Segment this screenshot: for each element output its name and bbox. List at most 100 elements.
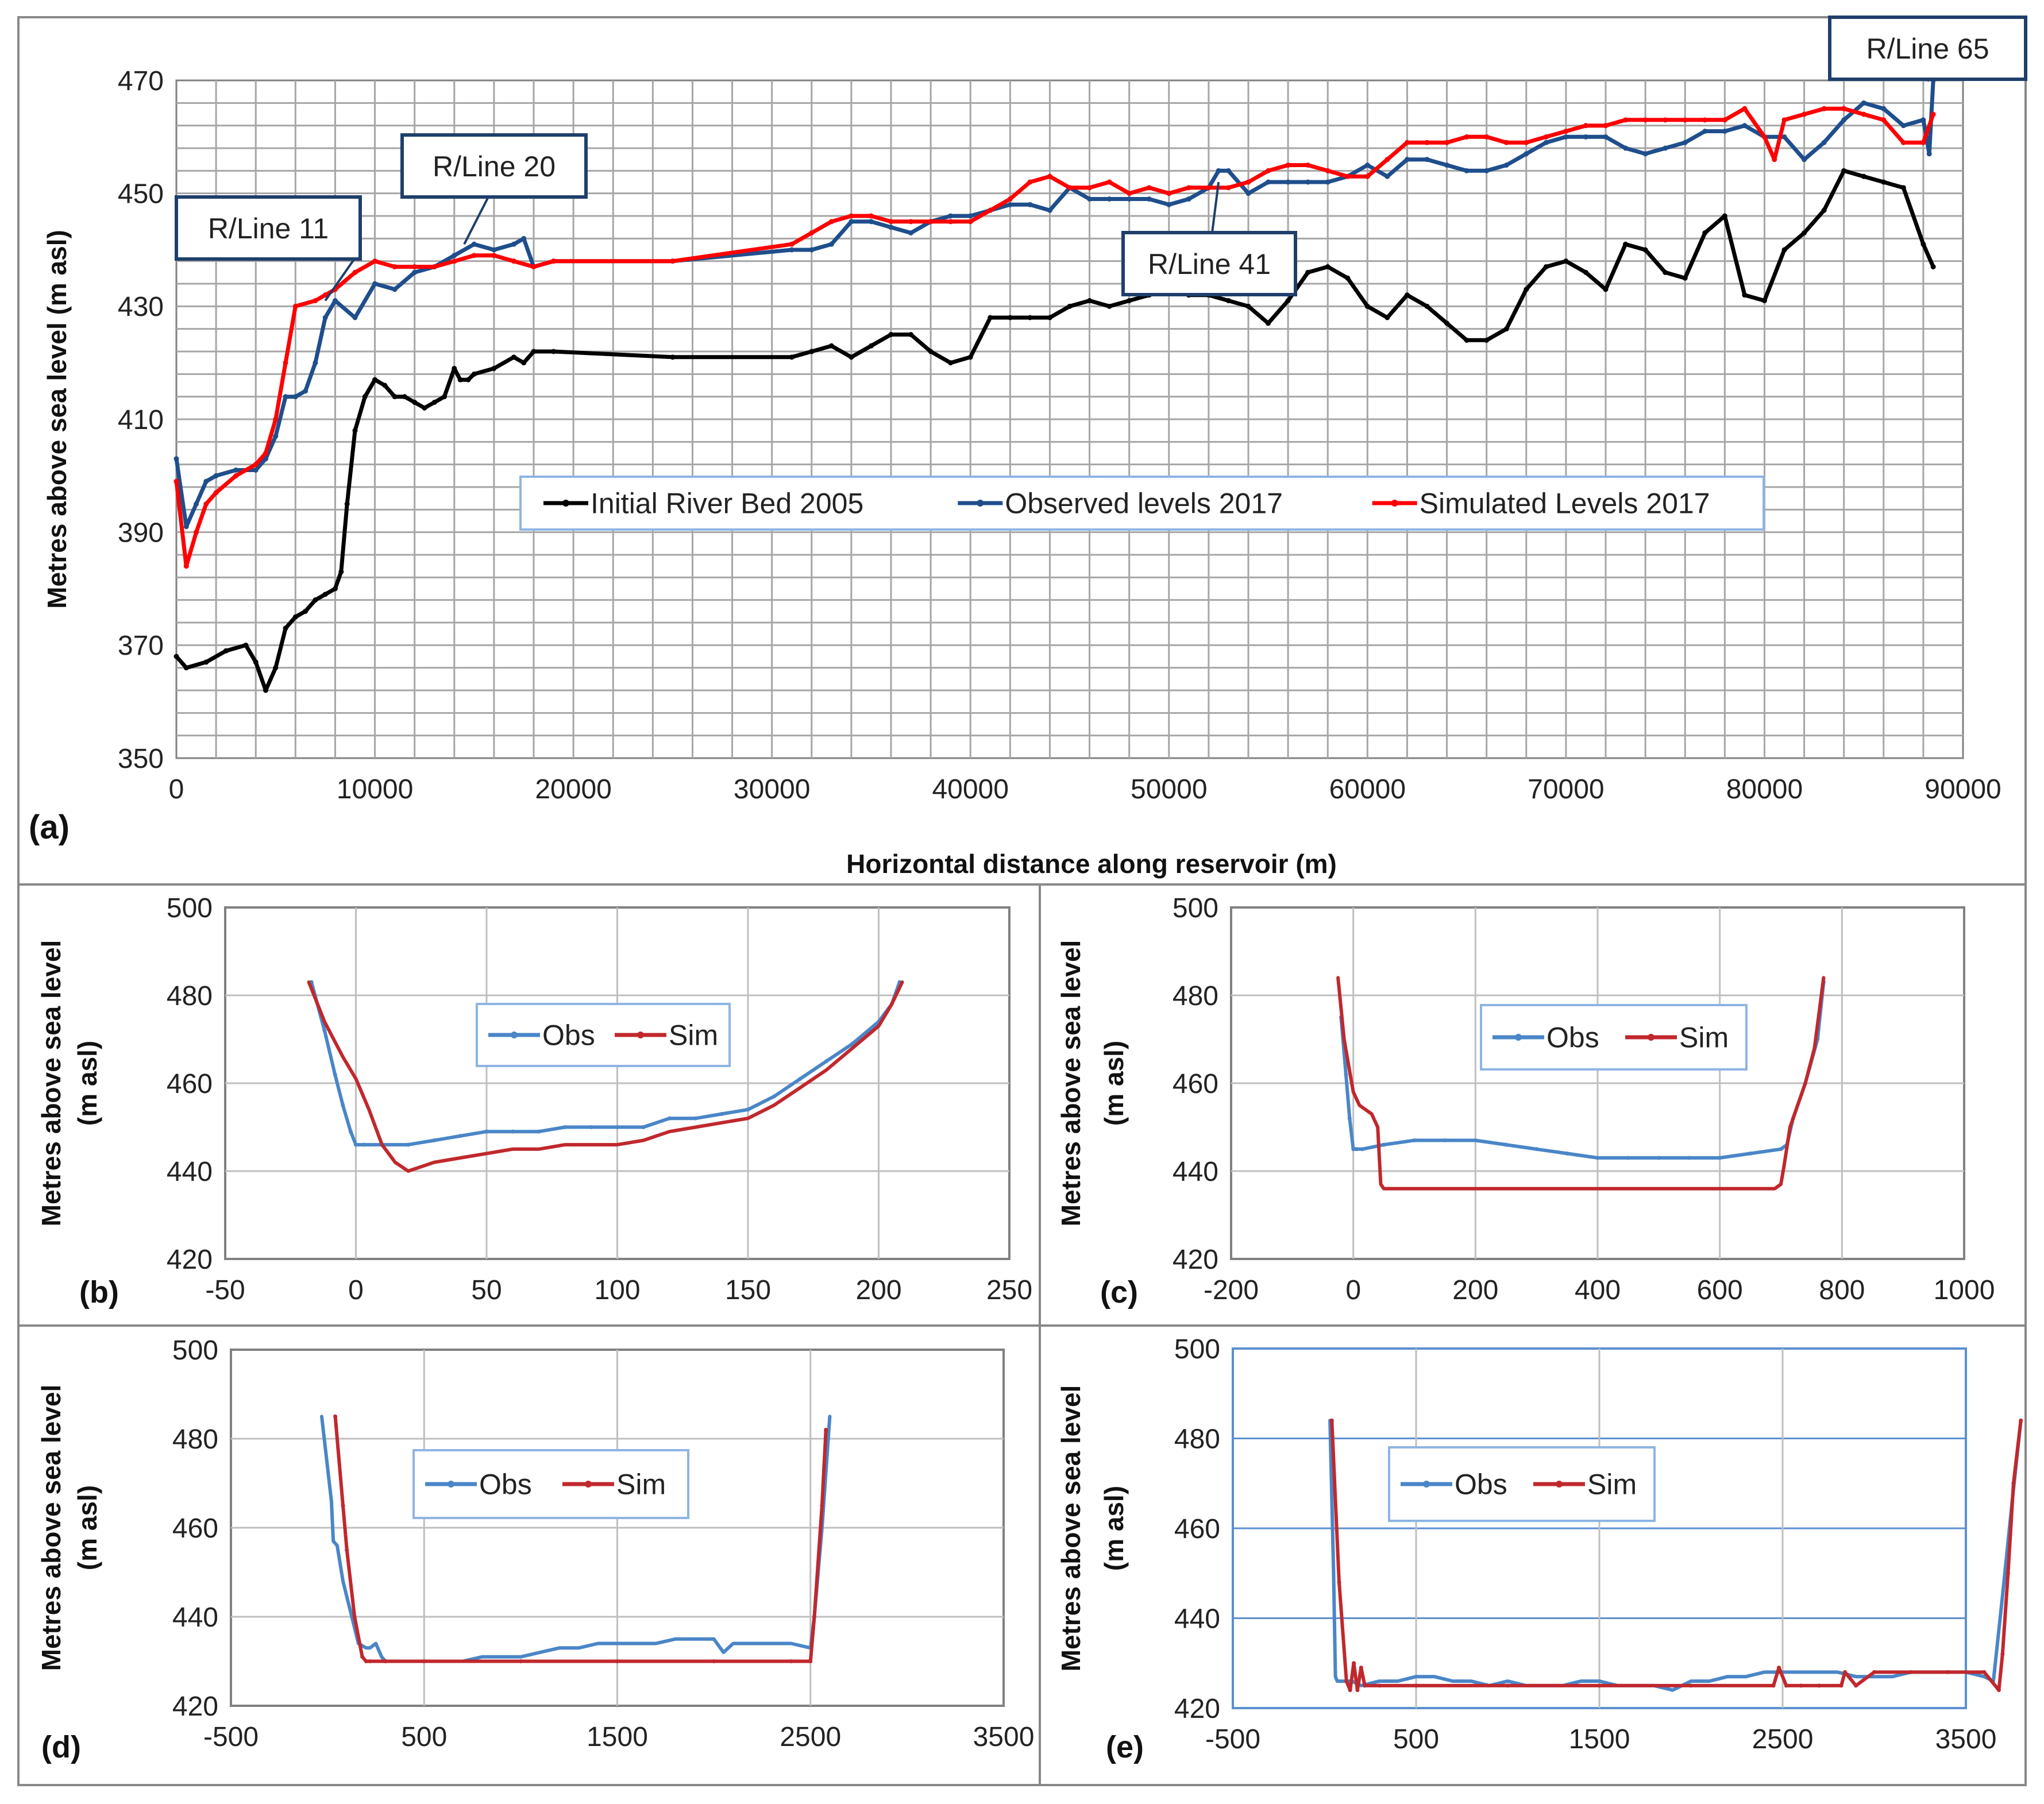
x-tick-label: 400 bbox=[1575, 1275, 1621, 1305]
data-point bbox=[173, 456, 179, 462]
data-point bbox=[1642, 151, 1648, 157]
data-point bbox=[988, 315, 993, 320]
data-point bbox=[491, 253, 497, 258]
data-point bbox=[1945, 1670, 1950, 1674]
data-point bbox=[360, 1655, 365, 1659]
legend-label: Sim bbox=[1679, 1022, 1729, 1054]
data-point bbox=[1506, 1683, 1510, 1688]
data-point bbox=[1930, 264, 1936, 269]
data-point bbox=[670, 258, 676, 264]
data-point bbox=[1127, 191, 1132, 196]
data-point bbox=[1920, 241, 1926, 247]
data-point bbox=[1206, 185, 1212, 191]
data-point bbox=[344, 501, 350, 507]
data-point bbox=[1861, 100, 1866, 106]
data-point bbox=[1817, 1683, 1822, 1688]
callout-box bbox=[1828, 16, 2027, 81]
callout-leader bbox=[1211, 181, 1220, 233]
data-point bbox=[457, 377, 463, 383]
data-point bbox=[348, 1129, 353, 1134]
y-tick-label: 500 bbox=[1173, 893, 1218, 924]
data-point bbox=[1503, 326, 1509, 332]
data-point bbox=[1881, 179, 1887, 185]
data-point bbox=[406, 1142, 410, 1147]
data-point bbox=[1563, 134, 1569, 140]
data-point bbox=[332, 586, 338, 592]
data-point bbox=[313, 360, 318, 366]
data-point bbox=[1543, 140, 1549, 145]
y-axis-label: Metres above sea level (m asl) bbox=[42, 230, 72, 609]
data-point bbox=[1186, 185, 1191, 191]
callout-label: R/Line 20 bbox=[433, 150, 556, 183]
data-point bbox=[372, 281, 378, 287]
data-point bbox=[1603, 134, 1609, 140]
data-point bbox=[183, 563, 189, 569]
x-tick-label: -200 bbox=[1204, 1275, 1259, 1305]
data-point bbox=[1127, 298, 1132, 303]
data-point bbox=[1718, 1156, 1722, 1160]
x-tick-label: 80000 bbox=[1726, 774, 1803, 805]
data-point bbox=[1503, 163, 1509, 168]
x-tick-label: 20000 bbox=[535, 774, 611, 805]
data-point bbox=[828, 343, 834, 349]
callout-leader bbox=[324, 258, 355, 302]
data-point bbox=[1821, 106, 1827, 111]
data-point bbox=[412, 269, 418, 275]
data-point bbox=[1722, 213, 1727, 219]
y-tick-label: 430 bbox=[118, 292, 164, 322]
data-point bbox=[1444, 163, 1450, 168]
data-point bbox=[537, 1129, 541, 1134]
data-point bbox=[352, 269, 358, 275]
data-point bbox=[402, 394, 407, 400]
legend-label: Sim bbox=[1587, 1469, 1637, 1501]
data-point bbox=[1781, 134, 1787, 140]
data-point bbox=[1444, 320, 1450, 326]
data-point bbox=[1484, 168, 1490, 173]
data-point bbox=[1106, 196, 1112, 202]
data-point bbox=[1412, 1138, 1417, 1142]
data-point bbox=[1266, 179, 1271, 185]
data-point bbox=[1473, 1138, 1478, 1142]
data-point bbox=[1377, 1683, 1382, 1688]
data-point bbox=[1781, 247, 1787, 253]
data-point bbox=[1166, 191, 1172, 196]
data-point bbox=[368, 1659, 372, 1663]
data-point bbox=[194, 501, 199, 507]
data-point bbox=[789, 247, 795, 253]
data-point bbox=[1348, 1688, 1352, 1693]
data-point bbox=[491, 247, 497, 253]
y-tick-label: 450 bbox=[118, 179, 164, 209]
data-point bbox=[1325, 168, 1330, 173]
data-point bbox=[511, 1129, 515, 1134]
data-point bbox=[615, 1125, 619, 1129]
data-point bbox=[1344, 1072, 1348, 1077]
data-point bbox=[431, 400, 437, 405]
data-point bbox=[1027, 202, 1033, 207]
x-tick-label: 0 bbox=[348, 1275, 364, 1305]
data-point bbox=[1146, 185, 1152, 191]
data-point bbox=[382, 383, 388, 388]
data-point bbox=[1702, 230, 1708, 235]
data-point bbox=[352, 315, 358, 320]
data-point bbox=[1384, 315, 1390, 320]
legend-marker bbox=[977, 500, 984, 507]
data-point bbox=[452, 253, 457, 258]
data-point bbox=[1821, 207, 1827, 213]
data-point bbox=[452, 366, 457, 371]
data-point bbox=[183, 665, 189, 671]
data-point bbox=[928, 219, 934, 225]
x-tick-label: 40000 bbox=[932, 774, 1008, 805]
x-tick-label: 70000 bbox=[1528, 774, 1604, 805]
data-point bbox=[303, 388, 308, 394]
data-point bbox=[263, 450, 268, 456]
data-point bbox=[471, 241, 477, 247]
legend-label: Sim bbox=[616, 1469, 666, 1501]
data-point bbox=[1742, 292, 1748, 298]
data-point bbox=[1742, 123, 1748, 129]
data-point bbox=[273, 434, 279, 439]
data-point bbox=[313, 298, 318, 303]
data-point bbox=[1603, 123, 1609, 129]
data-point bbox=[1623, 145, 1629, 151]
data-point bbox=[1225, 185, 1231, 191]
callout-label: R/Line 41 bbox=[1148, 248, 1271, 280]
